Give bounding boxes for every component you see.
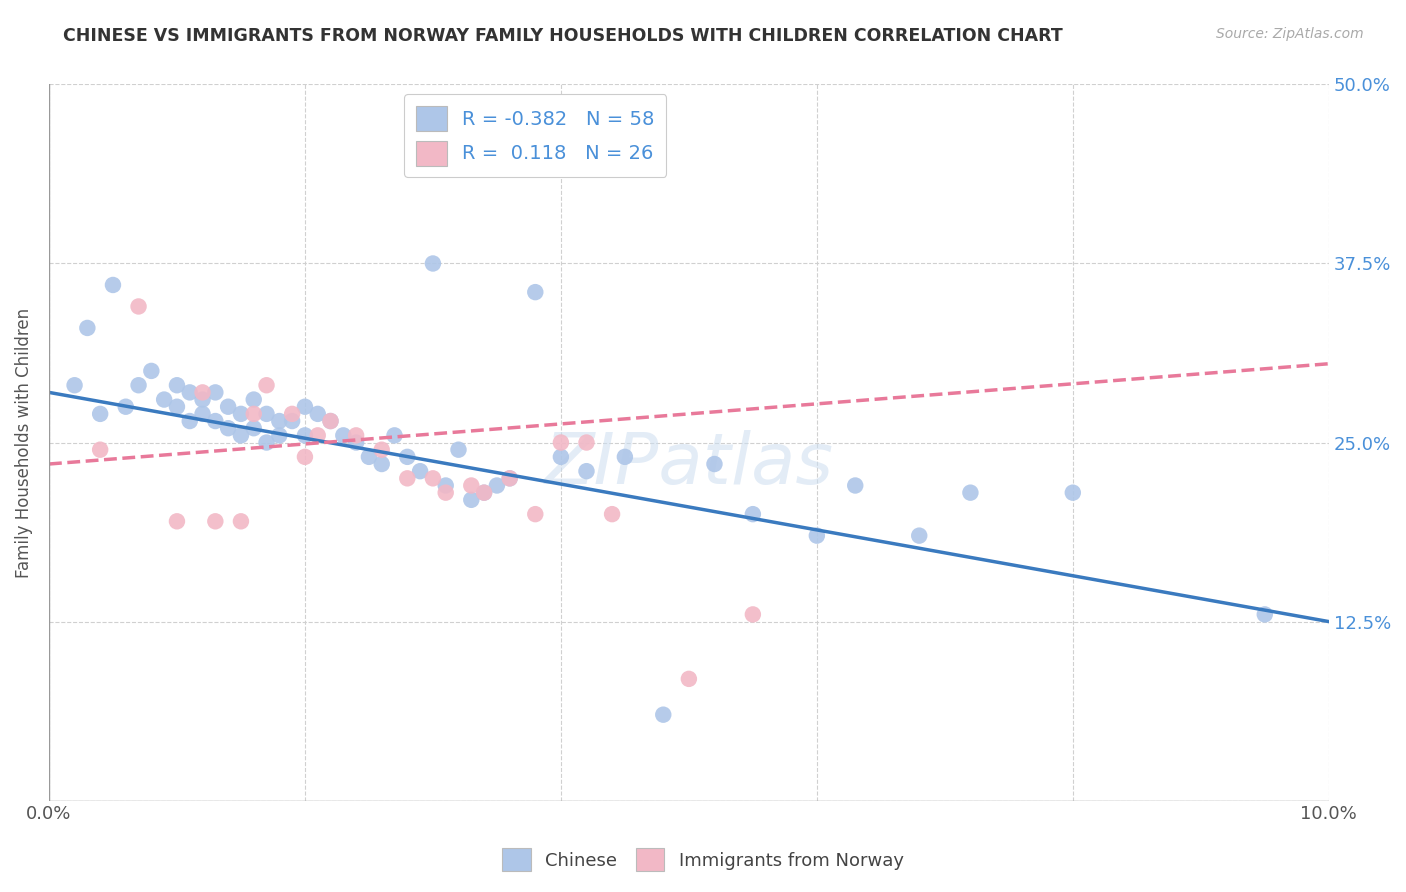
Point: [485, 478, 508, 492]
Point: [434, 485, 457, 500]
Point: [460, 492, 482, 507]
Point: [294, 428, 316, 442]
Text: Source: ZipAtlas.com: Source: ZipAtlas.com: [1216, 27, 1364, 41]
Point: [204, 514, 226, 528]
Point: [678, 672, 700, 686]
Point: [89, 442, 111, 457]
Point: [114, 400, 136, 414]
Point: [319, 414, 342, 428]
Point: [128, 378, 150, 392]
Point: [959, 485, 981, 500]
Point: [242, 421, 264, 435]
Point: [908, 528, 931, 542]
Point: [806, 528, 828, 542]
Point: [256, 378, 278, 392]
Point: [269, 428, 291, 442]
Point: [191, 407, 214, 421]
Point: [269, 414, 291, 428]
Point: [409, 464, 432, 478]
Point: [166, 400, 188, 414]
Point: [472, 485, 495, 500]
Point: [141, 364, 163, 378]
Point: [703, 457, 725, 471]
Point: [217, 400, 239, 414]
Point: [524, 507, 547, 521]
Point: [166, 378, 188, 392]
Point: [741, 507, 763, 521]
Point: [191, 385, 214, 400]
Point: [600, 507, 623, 521]
Point: [256, 435, 278, 450]
Point: [460, 478, 482, 492]
Point: [652, 707, 675, 722]
Point: [179, 385, 201, 400]
Point: [294, 400, 316, 414]
Point: [153, 392, 176, 407]
Point: [550, 450, 572, 464]
Legend: R = -0.382   N = 58, R =  0.118   N = 26: R = -0.382 N = 58, R = 0.118 N = 26: [404, 95, 666, 178]
Point: [357, 450, 380, 464]
Point: [307, 428, 329, 442]
Point: [229, 428, 252, 442]
Point: [204, 385, 226, 400]
Point: [384, 428, 406, 442]
Point: [281, 414, 304, 428]
Point: [370, 457, 392, 471]
Point: [294, 450, 316, 464]
Point: [524, 285, 547, 300]
Text: ZIPatlas: ZIPatlas: [544, 430, 834, 499]
Point: [396, 471, 419, 485]
Y-axis label: Family Households with Children: Family Households with Children: [15, 308, 32, 578]
Point: [550, 435, 572, 450]
Point: [281, 407, 304, 421]
Point: [307, 407, 329, 421]
Point: [447, 442, 470, 457]
Point: [204, 414, 226, 428]
Point: [76, 321, 98, 335]
Point: [229, 514, 252, 528]
Point: [844, 478, 866, 492]
Point: [741, 607, 763, 622]
Point: [1062, 485, 1084, 500]
Text: CHINESE VS IMMIGRANTS FROM NORWAY FAMILY HOUSEHOLDS WITH CHILDREN CORRELATION CH: CHINESE VS IMMIGRANTS FROM NORWAY FAMILY…: [63, 27, 1063, 45]
Point: [499, 471, 522, 485]
Point: [344, 435, 367, 450]
Point: [434, 478, 457, 492]
Point: [396, 450, 419, 464]
Point: [370, 442, 392, 457]
Point: [499, 471, 522, 485]
Point: [217, 421, 239, 435]
Point: [613, 450, 636, 464]
Point: [472, 485, 495, 500]
Point: [1254, 607, 1277, 622]
Point: [179, 414, 201, 428]
Point: [89, 407, 111, 421]
Point: [575, 435, 598, 450]
Legend: Chinese, Immigrants from Norway: Chinese, Immigrants from Norway: [495, 841, 911, 879]
Point: [101, 277, 124, 292]
Point: [344, 428, 367, 442]
Point: [242, 392, 264, 407]
Point: [256, 407, 278, 421]
Point: [319, 414, 342, 428]
Point: [332, 428, 354, 442]
Point: [191, 392, 214, 407]
Point: [422, 471, 444, 485]
Point: [422, 256, 444, 270]
Point: [63, 378, 86, 392]
Point: [575, 464, 598, 478]
Point: [128, 300, 150, 314]
Point: [229, 407, 252, 421]
Point: [242, 407, 264, 421]
Point: [166, 514, 188, 528]
